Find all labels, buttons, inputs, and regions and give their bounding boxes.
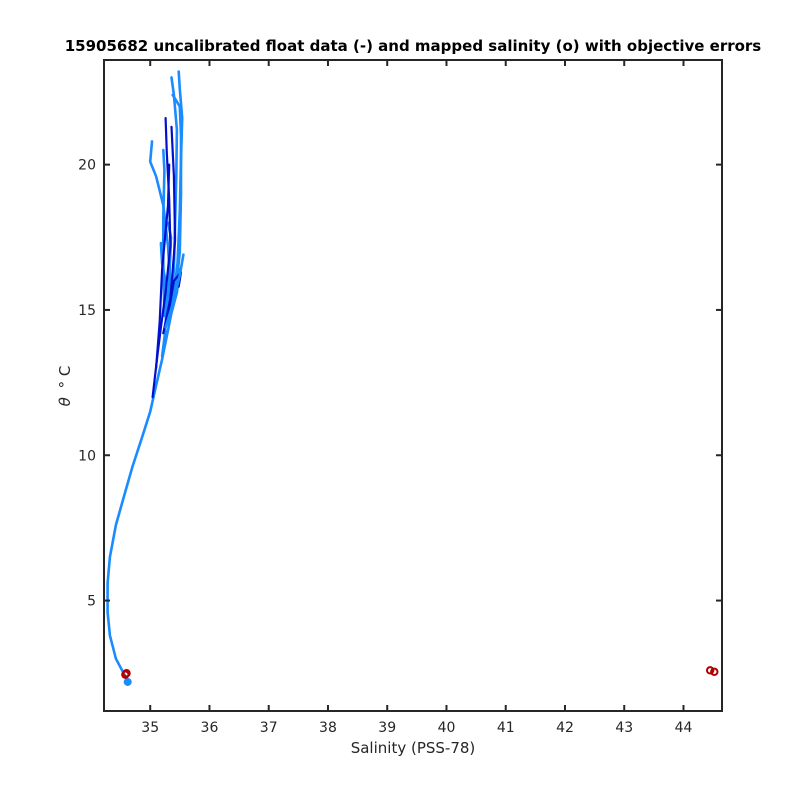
x-axis-label: Salinity (PSS-78) — [351, 739, 476, 757]
x-tick-label-42: 42 — [556, 720, 574, 736]
axis-ticks: 35 36 37 38 39 40 41 42 43 44 5 10 15 20 — [78, 60, 722, 736]
chart-title: 15905682 uncalibrated float data (-) and… — [65, 37, 762, 55]
profile-line-12 — [164, 253, 185, 329]
y-tick-label-15: 15 — [78, 303, 96, 319]
y-axis-label: θ ° C — [56, 366, 74, 407]
y-axis-label-unit: ° C — [56, 366, 74, 389]
y-tick-label-5: 5 — [87, 594, 96, 610]
x-tick-label-37: 37 — [260, 720, 278, 736]
x-tick-label-40: 40 — [438, 720, 456, 736]
svg-text:θ ° C: θ ° C — [56, 366, 74, 407]
mapped-salinity-marker-3 — [710, 667, 719, 676]
x-tick-label-36: 36 — [201, 720, 219, 736]
y-tick-label-10: 10 — [78, 448, 96, 464]
y-axis-label-symbol: θ — [56, 397, 74, 406]
plot-frame — [103, 59, 723, 712]
plot-area — [106, 70, 719, 686]
x-tick-label-39: 39 — [378, 720, 396, 736]
profile-line-5 — [171, 93, 183, 300]
x-tick-label-43: 43 — [615, 720, 633, 736]
profile-line-11 — [155, 163, 171, 370]
profile-line-6 — [162, 148, 166, 318]
profile-end-dot — [123, 677, 132, 686]
mapped-salinity-marker-1 — [122, 669, 131, 678]
x-tick-label-44: 44 — [675, 720, 693, 736]
y-tick-label-20: 20 — [78, 158, 96, 174]
x-tick-label-41: 41 — [497, 720, 515, 736]
x-tick-label-38: 38 — [319, 720, 337, 736]
profile-line-0 — [106, 267, 182, 684]
x-tick-label-35: 35 — [141, 720, 159, 736]
mapped-salinity-marker-2 — [705, 666, 715, 675]
